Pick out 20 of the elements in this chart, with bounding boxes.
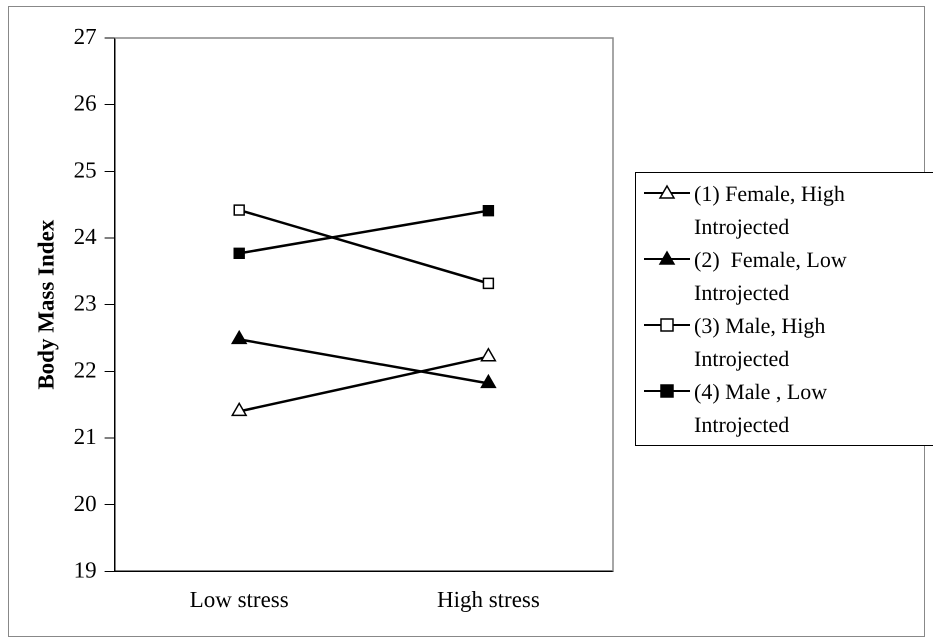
x-tick-label: High stress [436, 587, 540, 612]
legend-label: (3) Male, High Introjected [694, 312, 826, 373]
point [482, 204, 494, 216]
y-tick-label: 22 [74, 357, 97, 382]
y-tick-label: 24 [74, 224, 98, 250]
point [482, 278, 494, 290]
x-tick-label: Low stress [190, 587, 289, 612]
point [234, 248, 245, 260]
y-tick-label: 23 [74, 290, 97, 316]
legend-label: (4) Male , Low Introjected [694, 378, 828, 439]
legend-label: (2) Female, Low Introjected [694, 246, 848, 307]
legend-label: (1) Female, High Introjected [694, 180, 846, 241]
y-tick-label: 20 [74, 490, 97, 516]
y-tick-label: 27 [74, 24, 97, 50]
y-tick-label: 26 [74, 90, 97, 116]
y-axis-title: Body Mass Index [34, 219, 59, 390]
point [234, 204, 245, 216]
y-tick-label: 21 [74, 424, 97, 450]
y-tick-label: 25 [74, 157, 97, 182]
y-tick-label: 19 [74, 557, 97, 582]
